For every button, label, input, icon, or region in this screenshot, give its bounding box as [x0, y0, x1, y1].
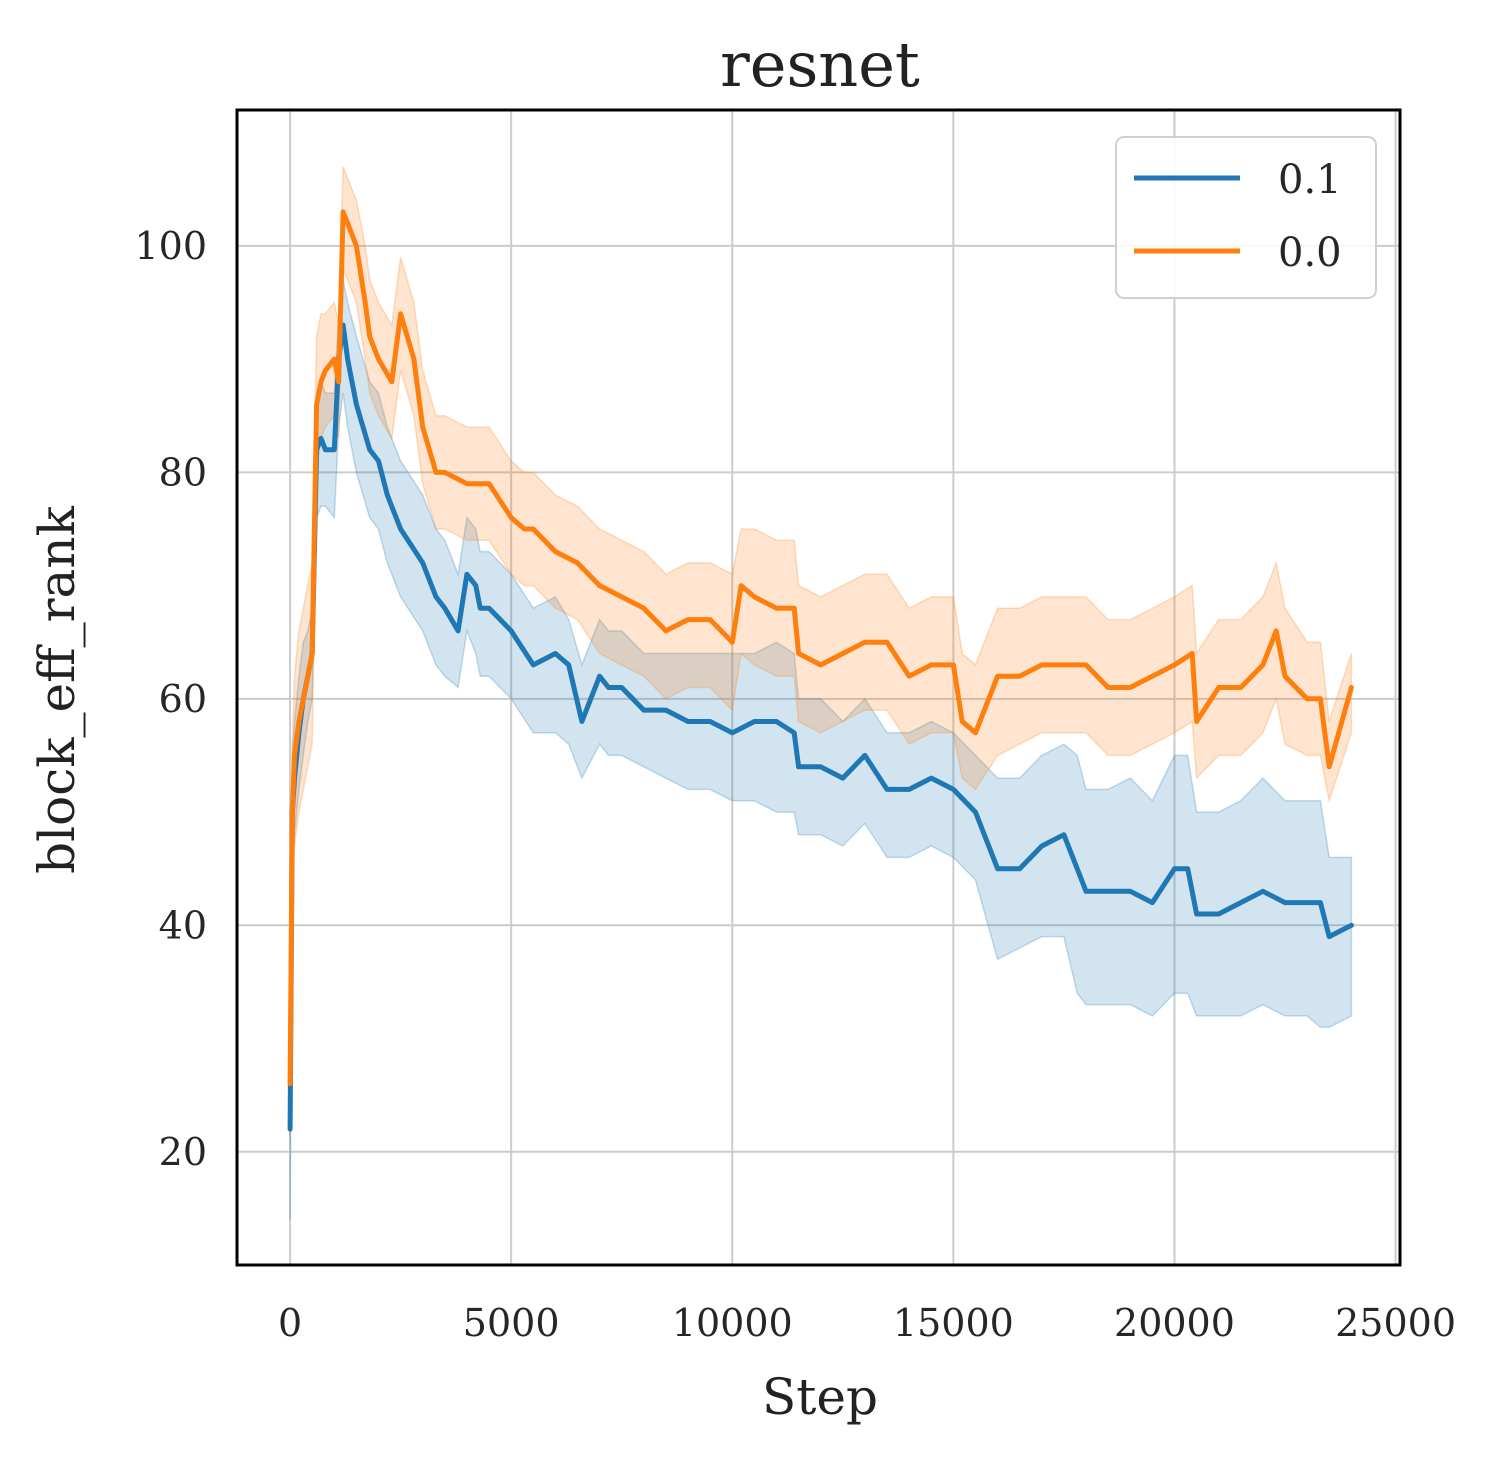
legend-label-0.1: 0.1 [1278, 157, 1342, 203]
x-tick-label: 20000 [1114, 1301, 1235, 1345]
band-series-0.0 [289, 166, 1353, 1141]
y-axis-ticks: 20 40 60 80 100 [134, 224, 207, 1174]
chart-title: resnet [720, 28, 920, 101]
legend: 0.1 0.0 [1115, 136, 1377, 299]
band-series-0.1 [289, 279, 1353, 1220]
y-tick-label: 100 [134, 224, 207, 268]
x-tick-label: 0 [278, 1301, 302, 1345]
x-tick-label: 25000 [1335, 1301, 1456, 1345]
x-axis-label: Step [762, 1368, 878, 1426]
y-axis-label: block_eff_rank [28, 505, 86, 873]
y-tick-label: 60 [159, 677, 207, 721]
x-tick-label: 5000 [463, 1301, 560, 1345]
line-series-0.0 [287, 209, 1354, 1087]
plot-frame [235, 108, 1402, 1267]
legend-label-0.0: 0.0 [1278, 230, 1342, 276]
x-tick-label: 10000 [672, 1301, 793, 1345]
confidence-bands [289, 166, 1353, 1220]
series-lines [287, 209, 1354, 1132]
x-tick-label: 15000 [893, 1301, 1014, 1345]
x-axis-ticks: 0 5000 10000 15000 20000 25000 [278, 1301, 1456, 1345]
y-tick-label: 40 [159, 903, 207, 947]
y-tick-label: 80 [159, 450, 207, 494]
y-tick-label: 20 [159, 1130, 207, 1174]
